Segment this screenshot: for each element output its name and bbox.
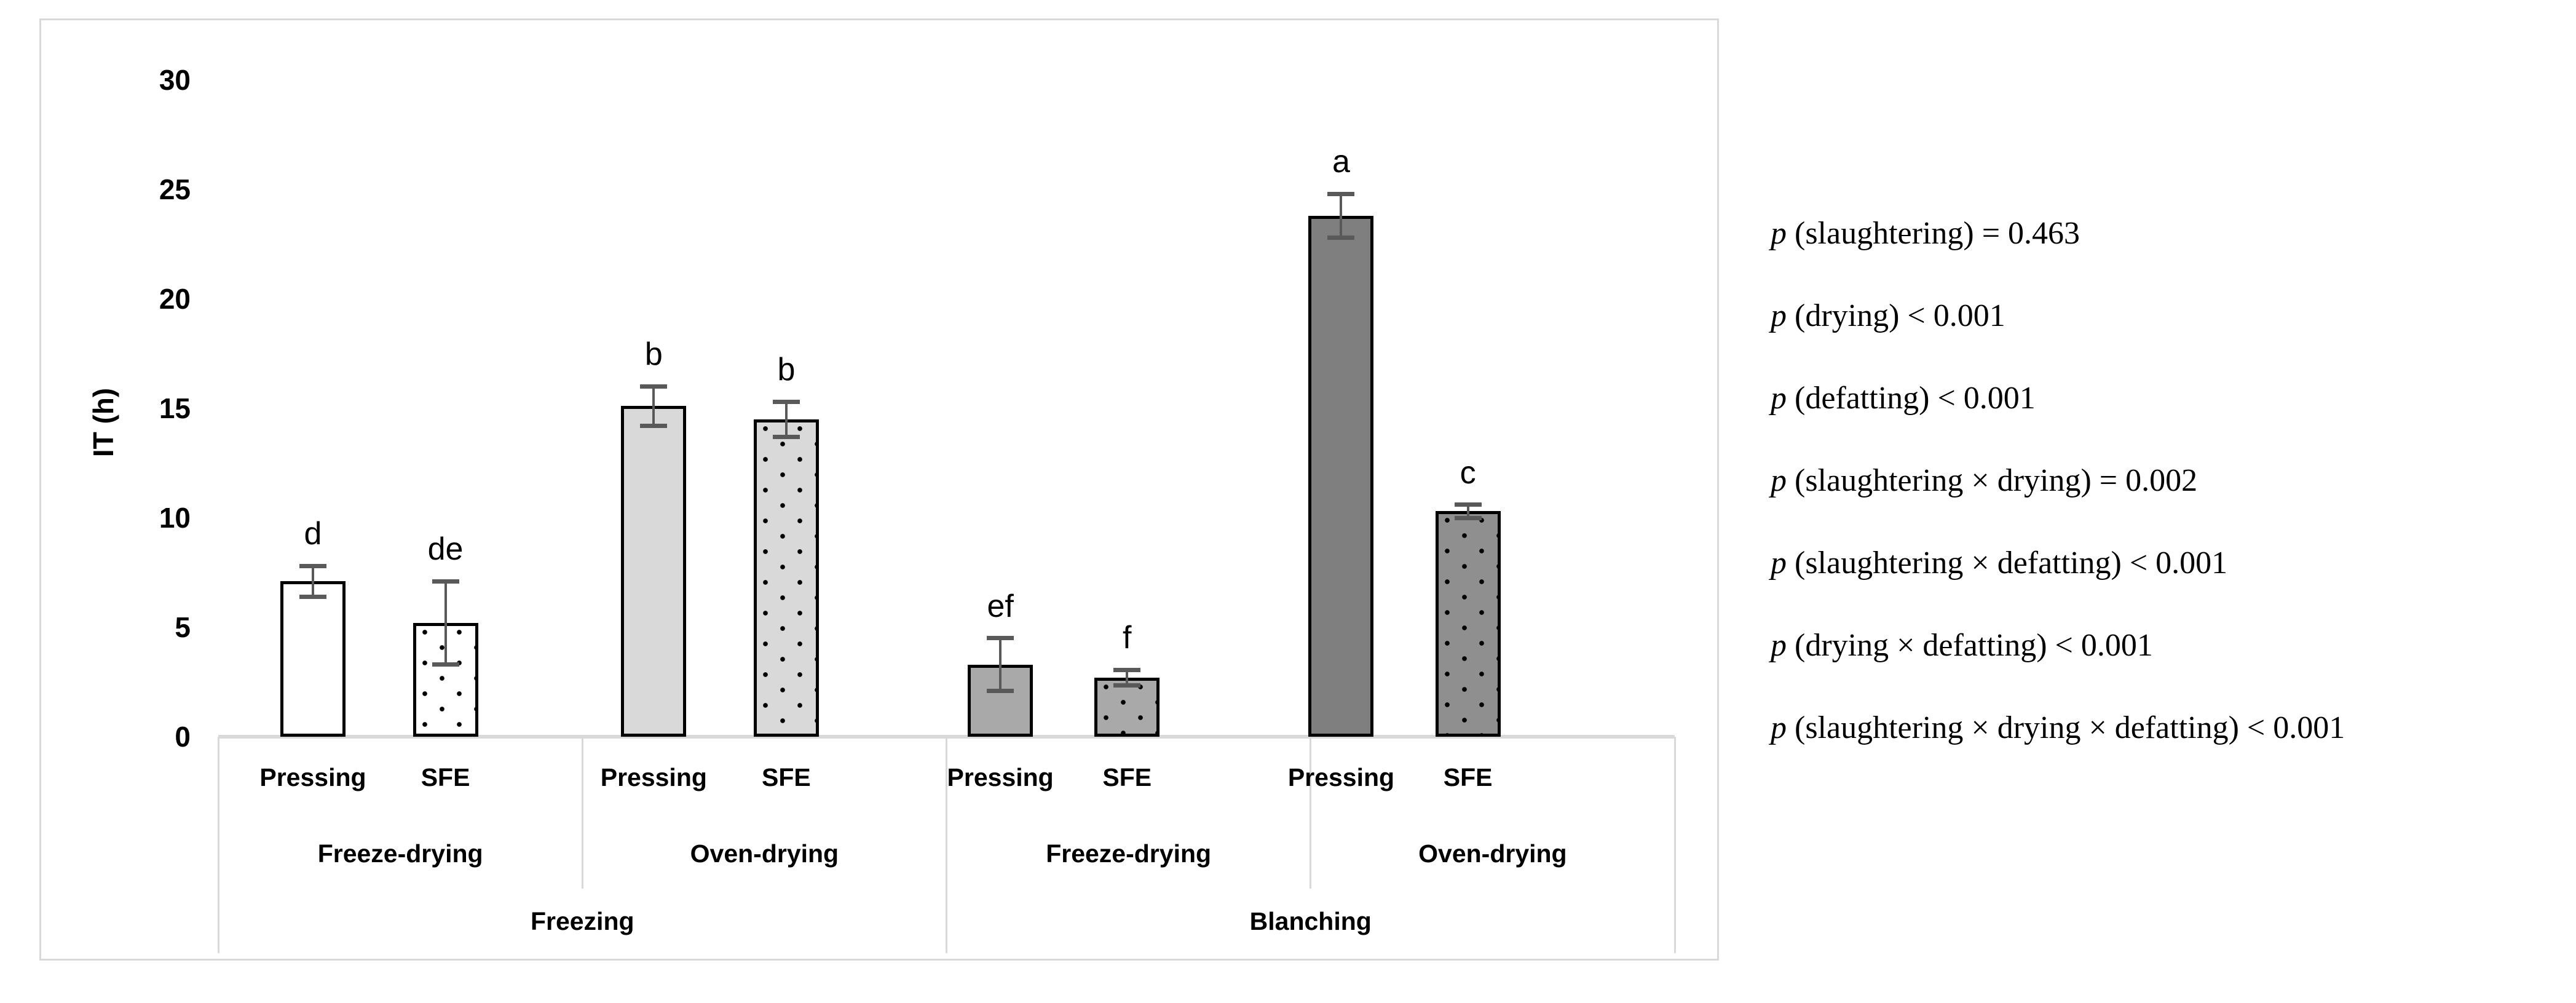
p-symbol: p [1771,710,1787,745]
error-bar-cap [1327,191,1355,196]
p-value-line: p (drying × defatting) < 0.001 [1771,627,2153,665]
axis-label-drying: Freeze-drying [1046,839,1212,868]
axis-label-defatting: Pressing [600,763,707,791]
error-bar-cap [299,563,326,568]
significance-letter: f [1123,620,1132,656]
axis-label-defatting: Pressing [1287,763,1395,791]
p-value-text: (slaughtering × drying × defatting) < 0.… [1787,710,2345,745]
p-symbol: p [1771,298,1787,333]
axis-label-drying: Oven-drying [690,839,839,868]
error-bar [311,566,314,597]
y-tick-label: 30 [159,64,191,96]
axis-label-defatting: SFE [1102,763,1152,791]
significance-letter: a [1332,144,1350,180]
error-bar-cap [987,636,1014,641]
bar [753,419,819,737]
error-bar-cap [1454,502,1482,507]
error-bar-cap [432,662,459,667]
axis-label-defatting: SFE [1443,763,1493,791]
bar [1435,511,1501,737]
y-tick-label: 25 [159,173,191,205]
error-bar-cap [772,434,800,439]
significance-letter: c [1460,454,1476,491]
error-bar [999,638,1002,691]
p-value-line: p (defatting) < 0.001 [1771,379,2036,418]
error-bar [652,386,655,426]
error-bar [784,402,788,437]
significance-letter: d [304,516,322,552]
axis-label-defatting: Pressing [947,763,1054,791]
y-tick-label: 15 [159,392,191,424]
bar [1094,677,1160,737]
axis-label-slaughtering: Blanching [1249,906,1372,935]
p-symbol: p [1771,216,1787,251]
axis-label-defatting: SFE [762,763,811,791]
axis-table-line [946,737,947,953]
axis-table-line [581,737,583,889]
p-value-text: (slaughtering × drying) = 0.002 [1787,463,2198,498]
bar [621,406,687,737]
y-tick-label: 5 [175,611,191,643]
error-bar-cap [640,384,668,389]
p-value-line: p (drying) < 0.001 [1771,297,2005,335]
error-bar-cap [432,579,459,584]
p-value-line: p (slaughtering × drying) = 0.002 [1771,462,2197,500]
axis-table-line [1310,737,1312,889]
p-symbol: p [1771,381,1787,416]
error-bar [1126,670,1129,686]
axis-label-drying: Oven-drying [1418,839,1567,868]
significance-letter: de [427,531,464,568]
bar [280,581,346,737]
bar [1308,215,1374,737]
y-tick-label: 0 [175,721,191,753]
significance-letter: ef [987,588,1014,624]
p-value-text: (slaughtering) = 0.463 [1787,216,2080,251]
significance-letter: b [777,352,796,388]
error-bar-cap [1113,667,1141,672]
error-bar-cap [1327,235,1355,240]
error-bar-cap [1454,515,1482,520]
y-tick-label: 10 [159,502,191,534]
p-value-text: (drying) < 0.001 [1787,298,2005,333]
p-symbol: p [1771,463,1787,498]
y-tick-label: 20 [159,283,191,315]
axis-label-drying: Freeze-drying [317,839,483,868]
p-symbol: p [1771,545,1787,581]
axis-label-defatting: SFE [421,763,470,791]
axis-table-line [217,737,219,953]
significance-letter: b [644,336,663,373]
p-value-text: (slaughtering × defatting) < 0.001 [1787,545,2228,581]
error-bar-cap [640,423,668,428]
p-value-line: p (slaughtering) = 0.463 [1771,215,2080,253]
error-bar-cap [987,688,1014,693]
p-value-text: (drying × defatting) < 0.001 [1787,628,2153,663]
p-value-line: p (slaughtering × drying × defatting) < … [1771,709,2345,747]
error-bar [1466,504,1469,518]
error-bar [444,581,447,665]
p-value-line: p (slaughtering × defatting) < 0.001 [1771,544,2227,582]
axis-label-slaughtering: Freezing [530,906,634,935]
p-symbol: p [1771,628,1787,663]
axis-table-line [1673,737,1676,953]
error-bar-cap [772,399,800,404]
axis-label-defatting: Pressing [259,763,366,791]
p-value-text: (defatting) < 0.001 [1787,381,2036,416]
error-bar-cap [1113,683,1141,688]
error-bar-cap [299,594,326,599]
chart-frame [39,18,1719,961]
error-bar [1340,194,1343,238]
